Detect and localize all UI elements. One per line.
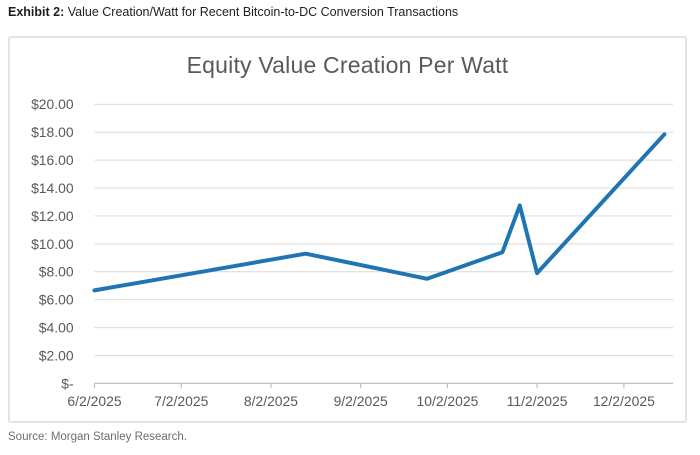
exhibit-header: Exhibit 2: Value Creation/Watt for Recen…: [8, 4, 458, 20]
chart-frame: $- $2.00 $4.00 $6.00 $8.00 $10.00 $12.00 $14.00…: [8, 36, 687, 423]
data-line: [92, 132, 667, 293]
x-tick-label: 10/2/2025: [416, 393, 478, 409]
y-tick-label: $8.00: [39, 264, 74, 280]
y-gridlines: [94, 103, 674, 384]
x-tick-label: 12/2/2025: [593, 393, 655, 409]
exhibit-description: Value Creation/Watt for Recent Bitcoin-t…: [64, 5, 459, 19]
y-tick-label: $20.00: [31, 96, 74, 112]
x-tick-label: 9/2/2025: [334, 393, 388, 409]
x-tick-label: 6/2/2025: [67, 393, 121, 409]
x-tick-label: 11/2/2025: [507, 393, 568, 409]
x-tick-label: 7/2/2025: [154, 393, 208, 409]
y-tick-label: $4.00: [39, 320, 74, 336]
line-chart: $- $2.00 $4.00 $6.00 $8.00 $10.00 $12.00 $14.00…: [31, 96, 674, 409]
y-tick-label: $12.00: [31, 208, 74, 224]
exhibit-label: Exhibit 2:: [8, 5, 65, 19]
y-tick-label: $2.00: [39, 347, 74, 363]
y-tick-label: $18.00: [31, 124, 74, 140]
x-axis: 6/2/2025 7/2/2025 8/2/2025 9/2/2025 10/2/202…: [67, 382, 674, 409]
source-note: Source: Morgan Stanley Research.: [8, 431, 187, 443]
y-tick-label: $14.00: [31, 180, 74, 196]
y-axis-labels: $- $2.00 $4.00 $6.00 $8.00 $10.00 $12.00 $14.00…: [31, 96, 74, 391]
y-tick-label: $-: [61, 375, 73, 391]
y-tick-label: $6.00: [39, 292, 74, 308]
y-tick-label: $10.00: [31, 236, 74, 252]
y-tick-label: $16.00: [31, 152, 74, 168]
x-tick-label: 8/2/2025: [244, 393, 298, 409]
